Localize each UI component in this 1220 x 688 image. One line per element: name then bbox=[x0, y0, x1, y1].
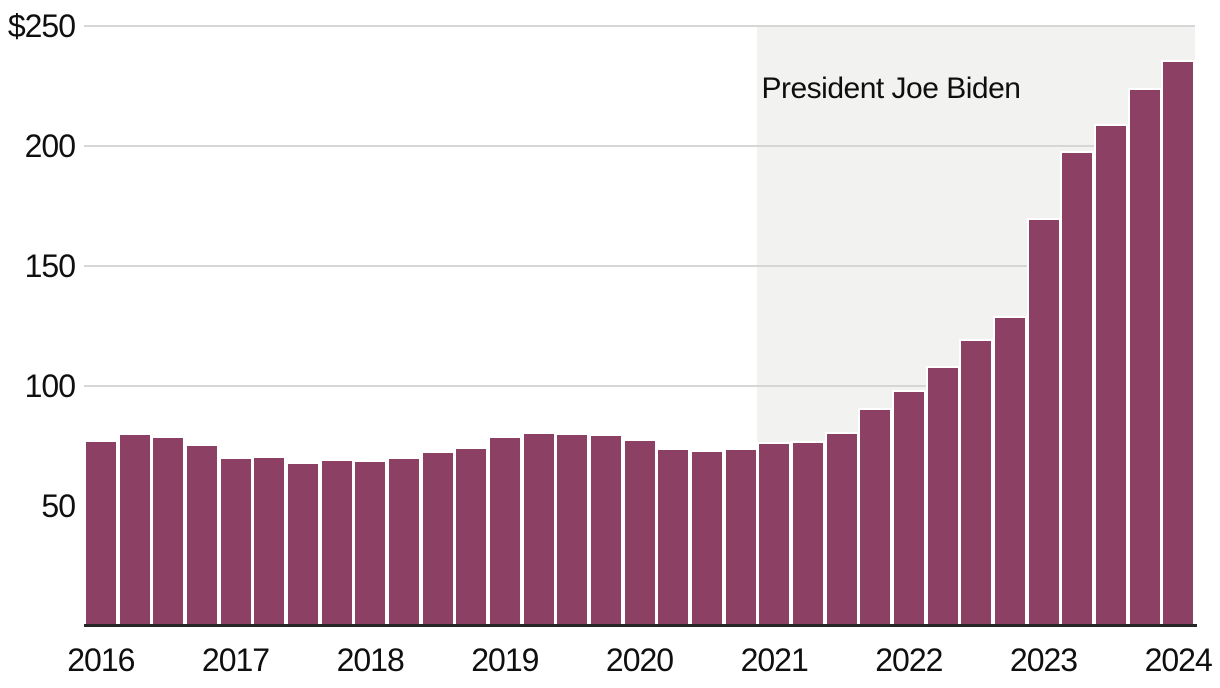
x-tick-label-2021: 2021 bbox=[740, 642, 809, 678]
y-tick-label-50: 50 bbox=[41, 488, 76, 524]
x-tick-label-2017: 2017 bbox=[201, 642, 270, 678]
biden-term-annotation: President Joe Biden bbox=[761, 72, 1021, 105]
x-axis-line bbox=[84, 624, 1197, 627]
bar-2016-Q4 bbox=[185, 443, 220, 626]
bar-2022-Q1 bbox=[892, 389, 927, 626]
bar-2022-Q2 bbox=[925, 365, 960, 626]
y-tick-label-200: 200 bbox=[24, 128, 76, 164]
bar-2021-Q4 bbox=[858, 407, 893, 626]
bar-2019-Q4 bbox=[589, 434, 624, 626]
bar-2023-Q4 bbox=[1127, 88, 1162, 626]
bar-2016-Q2 bbox=[117, 432, 152, 626]
bar-2021-Q3 bbox=[824, 431, 859, 626]
gridline-200 bbox=[84, 145, 1195, 147]
bar-2020-Q2 bbox=[656, 448, 691, 626]
bar-2019-Q1 bbox=[488, 436, 523, 626]
x-tick-label-2019: 2019 bbox=[471, 642, 539, 678]
bar-2017-Q3 bbox=[286, 461, 321, 626]
bar-2021-Q1 bbox=[757, 442, 792, 626]
y-tick-label-150: 150 bbox=[24, 248, 76, 284]
bar-2021-Q2 bbox=[791, 441, 826, 626]
bar-2018-Q2 bbox=[387, 456, 422, 626]
bar-2018-Q4 bbox=[454, 447, 489, 626]
bar-2018-Q3 bbox=[420, 450, 455, 626]
x-tick-label-2020: 2020 bbox=[605, 642, 674, 678]
bar-2020-Q1 bbox=[622, 438, 657, 626]
bar-2017-Q1 bbox=[218, 456, 253, 626]
bar-2023-Q3 bbox=[1094, 124, 1129, 626]
x-tick-label-2018: 2018 bbox=[336, 642, 405, 678]
bar-2022-Q3 bbox=[959, 339, 994, 626]
bar-2017-Q4 bbox=[319, 459, 354, 626]
bar-2024-Q1 bbox=[1161, 59, 1196, 626]
bar-2016-Q3 bbox=[151, 436, 186, 626]
x-tick-label-2022: 2022 bbox=[875, 642, 943, 678]
y-tick-label-250: $250 bbox=[7, 8, 76, 44]
x-tick-label-2016: 2016 bbox=[67, 642, 135, 678]
bar-2017-Q2 bbox=[252, 455, 287, 626]
gridline-250 bbox=[84, 25, 1195, 27]
x-tick-label-2024: 2024 bbox=[1144, 642, 1213, 678]
bar-2023-Q1 bbox=[1026, 218, 1061, 626]
bar-2018-Q1 bbox=[353, 460, 388, 626]
bar-2022-Q4 bbox=[993, 316, 1028, 626]
bar-2020-Q3 bbox=[690, 449, 725, 626]
gridline-100 bbox=[84, 385, 1195, 387]
x-tick-label-2023: 2023 bbox=[1009, 642, 1078, 678]
gridline-150 bbox=[84, 265, 1195, 267]
bar-2023-Q2 bbox=[1060, 150, 1095, 626]
bar-2019-Q3 bbox=[555, 432, 590, 626]
y-tick-label-100: 100 bbox=[24, 368, 76, 404]
bar-2020-Q4 bbox=[723, 448, 758, 626]
bar-2016-Q1 bbox=[84, 440, 119, 626]
bar-2019-Q2 bbox=[521, 431, 556, 626]
